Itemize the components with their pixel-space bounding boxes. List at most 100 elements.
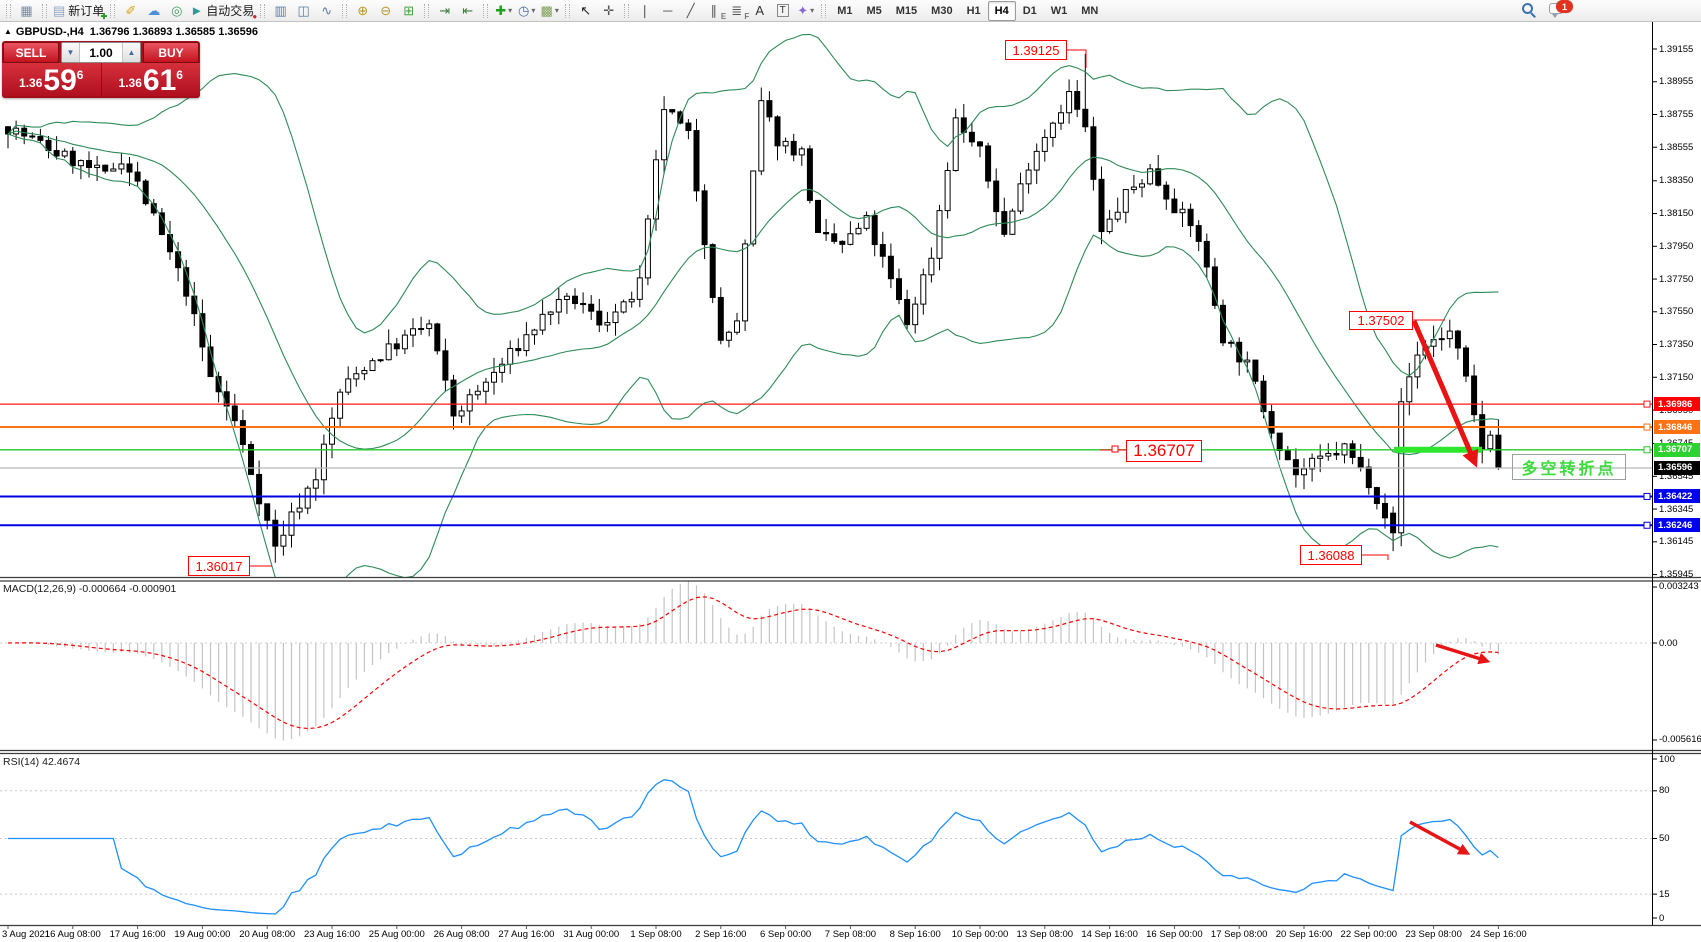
macd-axis-tick: 0.003243 xyxy=(1659,581,1699,593)
horizontal-line-icon[interactable]: ─ xyxy=(663,2,673,18)
text-label-icon[interactable]: T xyxy=(771,2,794,20)
price-flag-high-139125[interactable]: 1.39125 xyxy=(1005,40,1067,60)
periods-icon[interactable]: ◷ ▾ xyxy=(518,2,536,18)
rsi-axis-tick: 50 xyxy=(1659,833,1670,844)
time-axis-label: 22 Sep 00:00 xyxy=(1340,929,1398,940)
tile-windows-icon[interactable]: ⊞ xyxy=(403,2,415,18)
macd-axis-tick: 0.00 xyxy=(1659,637,1678,649)
time-axis-label: 16 Sep 00:00 xyxy=(1146,929,1203,940)
vertical-line-icon[interactable]: ❘ xyxy=(639,2,651,18)
time-axis-label: 17 Aug 16:00 xyxy=(109,929,166,940)
rsi-axis-tick: 80 xyxy=(1659,785,1670,797)
ohlc-values: 1.36796 1.36893 1.36585 1.36596 xyxy=(89,26,258,38)
price-flag-level-136707[interactable]: 1.36707 xyxy=(1126,440,1202,462)
fibonacci-icon[interactable]: ≣ F xyxy=(731,2,750,21)
templates-icon[interactable]: ▩ ▾ xyxy=(540,2,559,18)
zoom-out-icon[interactable]: ⊖ xyxy=(380,2,392,18)
timeframe-h1-button[interactable]: H1 xyxy=(966,4,981,17)
time-axis-label: 24 Sep 16:00 xyxy=(1470,929,1527,940)
toolbar-group-grip xyxy=(110,3,116,18)
annotation-turning-point[interactable]: 多空转折点 xyxy=(1512,454,1626,480)
notifications-icon[interactable]: 1 xyxy=(1548,0,1573,22)
signals-icon[interactable]: ◎ xyxy=(171,2,183,18)
price-flag-low-136017[interactable]: 1.36017 xyxy=(188,556,250,576)
new-chart-icon[interactable]: ▦ xyxy=(20,2,33,18)
time-axis-label: 26 Aug 08:00 xyxy=(433,929,490,940)
timeframe-m30-button[interactable]: M30 xyxy=(931,4,953,17)
time-axis-label: 17 Sep 08:00 xyxy=(1210,929,1268,940)
chart-shift-icon[interactable]: ⇤ xyxy=(462,2,474,18)
trendline-icon[interactable]: ╱ xyxy=(686,2,695,18)
time-axis-label: 19 Aug 00:00 xyxy=(174,929,231,940)
price-axis-tick: 1.37950 xyxy=(1659,240,1694,252)
price-axis-badge: 1.36986 xyxy=(1654,397,1700,412)
arrows-icon[interactable]: ✦ ▾ xyxy=(797,2,815,18)
time-axis-label: 7 Sep 08:00 xyxy=(824,929,877,940)
price-axis-tick: 1.37150 xyxy=(1659,371,1694,383)
toolbar-right: 1 xyxy=(1520,0,1573,22)
notification-count-badge: 1 xyxy=(1556,0,1573,13)
search-icon[interactable] xyxy=(1520,1,1536,22)
sell-button[interactable]: SELL xyxy=(3,42,59,63)
highlighter-icon[interactable]: ✐ xyxy=(125,2,137,18)
toolbar-group-grip xyxy=(483,3,489,18)
volume-decrease-button[interactable]: ▼ xyxy=(62,43,80,62)
buy-price[interactable]: 1.36 61 6 xyxy=(101,63,200,96)
timeframe-m1-button[interactable]: M1 xyxy=(837,4,853,17)
rsi-indicator-label: RSI(14) 42.4674 xyxy=(3,756,81,768)
candlestick-chart-icon[interactable]: ◫ xyxy=(297,2,310,18)
equidistant-channel-icon[interactable]: ∥ E xyxy=(710,2,727,21)
timeframe-h4-button[interactable]: H4 xyxy=(987,0,1016,21)
toolbar-group-grip xyxy=(424,3,430,18)
time-axis-label: 2 Sep 16:00 xyxy=(695,929,747,940)
price-flag-peak-137502[interactable]: 1.37502 xyxy=(1349,311,1413,330)
mql5-community-icon[interactable]: ☁ xyxy=(147,2,161,18)
symbol-period-label: GBPUSD-,H4 xyxy=(15,26,84,38)
timeframe-m15-button[interactable]: M15 xyxy=(895,4,918,17)
indicators-icon[interactable]: ✚ ▾ xyxy=(495,2,513,18)
price-axis-tick: 1.38350 xyxy=(1659,175,1694,187)
volume-input[interactable] xyxy=(80,43,122,62)
timeframe-mn-button[interactable]: MN xyxy=(1081,4,1099,17)
price-flag-low-136088[interactable]: 1.36088 xyxy=(1300,545,1362,565)
zoom-in-icon[interactable]: ⊕ xyxy=(357,2,369,18)
price-axis-tick: 1.38955 xyxy=(1659,76,1694,88)
toolbar-group-grip xyxy=(821,3,827,18)
time-axis-label: 16 Aug 08:00 xyxy=(44,929,101,940)
crosshair-icon[interactable]: ✛ xyxy=(603,2,615,18)
new-order-button[interactable]: ▤ ✚ 新订单 xyxy=(53,2,108,21)
time-axis-label: 20 Sep 16:00 xyxy=(1275,929,1333,940)
time-axis-label: 23 Aug 16:00 xyxy=(304,929,360,940)
text-icon[interactable]: A xyxy=(755,2,765,18)
price-axis-tick: 1.37350 xyxy=(1659,339,1694,351)
bar-chart-icon[interactable]: ▥ xyxy=(274,2,287,18)
rsi-axis-tick: 0 xyxy=(1659,912,1665,924)
sell-price[interactable]: 1.36 59 6 xyxy=(2,63,102,96)
auto-scroll-icon[interactable]: ⇥ xyxy=(439,2,451,18)
time-axis-label: 31 Aug 00:00 xyxy=(563,929,620,940)
time-axis-label: 20 Aug 08:00 xyxy=(239,929,296,940)
time-axis-label: 1 Sep 08:00 xyxy=(630,929,682,940)
toolbar-group-grip xyxy=(342,3,348,18)
price-axis-badge: 1.36596 xyxy=(1654,460,1700,475)
timeframe-m5-button[interactable]: M5 xyxy=(866,4,882,17)
autotrading-button[interactable]: ► ● 自动交易 xyxy=(190,2,258,21)
time-axis-label: 10 Sep 00:00 xyxy=(951,929,1009,940)
buy-button[interactable]: BUY xyxy=(143,42,199,63)
price-axis-tick: 1.36545 xyxy=(1659,470,1694,482)
price-axis-badge: 1.36707 xyxy=(1654,442,1700,457)
toolbar-group-grip xyxy=(6,3,11,18)
cursor-icon[interactable]: ↖ xyxy=(580,2,592,18)
line-chart-icon[interactable]: ∿ xyxy=(321,2,333,18)
symbol-collapse-icon[interactable]: ▲ xyxy=(4,27,12,36)
price-axis-badge: 1.36246 xyxy=(1654,518,1700,533)
toolbar-group-grip xyxy=(565,3,571,18)
timeframe-w1-button[interactable]: W1 xyxy=(1050,4,1068,17)
timeframe-d1-button[interactable]: D1 xyxy=(1022,4,1037,17)
price-axis-tick: 1.37750 xyxy=(1659,273,1694,285)
macd-indicator-label: MACD(12,26,9) -0.000664 -0.000901 xyxy=(3,583,177,595)
volume-increase-button[interactable]: ▲ xyxy=(122,43,140,62)
